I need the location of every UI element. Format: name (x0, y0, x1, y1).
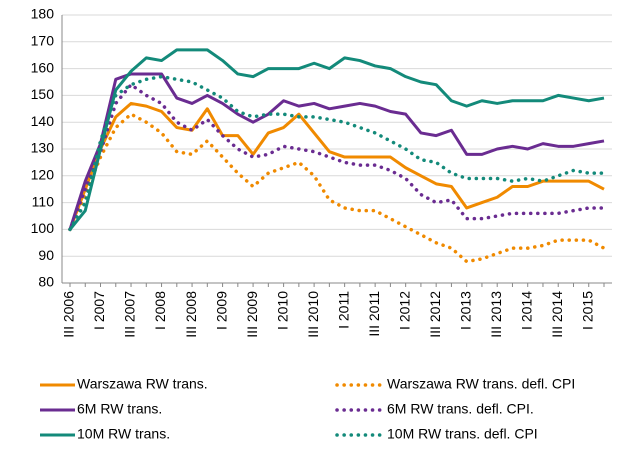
legend-label: 6M RW trans. defl. CPI. (387, 401, 534, 417)
y-tick-label: 180 (31, 6, 55, 22)
y-tick-label: 150 (31, 86, 55, 102)
legend-label: 6M RW trans. (77, 401, 162, 417)
x-tick-label: I 2007 (91, 291, 107, 330)
y-tick-label: 100 (31, 220, 55, 236)
y-tick-label: 110 (32, 193, 55, 209)
series-line (68, 112, 606, 264)
x-tick-label: I 2008 (152, 291, 168, 330)
series-line (68, 82, 606, 232)
series-line (68, 101, 605, 230)
x-tick-label: I 2012 (396, 291, 412, 330)
y-tick-label: 80 (38, 274, 54, 290)
x-tick-label: III 2010 (305, 291, 321, 338)
x-tick-label: I 2015 (579, 291, 595, 330)
y-tick-label: 120 (31, 167, 55, 183)
legend-label: 10M RW trans. (77, 426, 170, 442)
legend-label: 10M RW trans. defl. CPI (387, 426, 538, 442)
y-tick-label: 160 (31, 59, 55, 75)
series-line (68, 74, 606, 232)
series-line (68, 72, 605, 230)
x-tick-label: III 2014 (549, 291, 565, 338)
x-tick-label: III 2012 (427, 291, 443, 338)
x-tick-label: III 2008 (183, 291, 199, 338)
y-tick-label: 90 (38, 247, 54, 263)
y-tick-label: 140 (31, 113, 55, 129)
y-tick-label: 130 (31, 140, 55, 156)
x-tick-label: I 2011 (335, 291, 351, 329)
x-tick-label: III 2011 (366, 291, 382, 337)
x-tick-label: I 2013 (457, 291, 473, 330)
x-tick-label: III 2009 (244, 291, 260, 338)
x-tick-label: I 2009 (213, 291, 229, 330)
x-tick-label: III 2007 (122, 291, 138, 338)
series-line (68, 48, 605, 231)
x-tick-label: III 2006 (61, 291, 77, 338)
y-tick-label: 170 (31, 33, 55, 49)
x-tick-label: I 2010 (274, 291, 290, 330)
x-tick-label: III 2013 (488, 291, 504, 338)
x-tick-label: I 2014 (518, 291, 534, 330)
legend-label: Warszawa RW trans. (77, 376, 208, 392)
legend-label: Warszawa RW trans. defl. CPI (387, 376, 575, 392)
